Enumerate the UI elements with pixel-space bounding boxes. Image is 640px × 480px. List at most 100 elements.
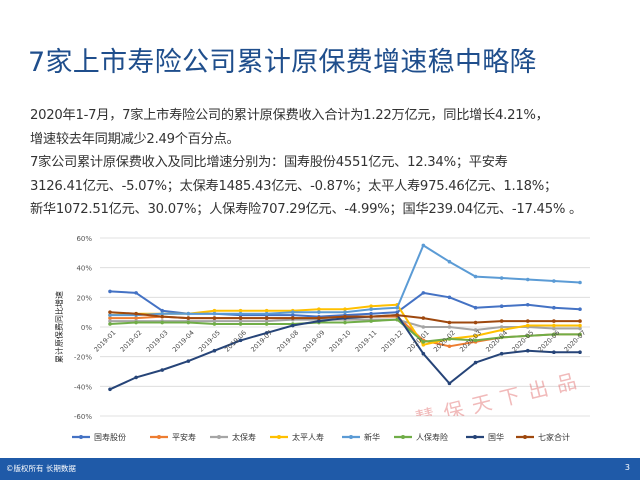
data-point	[212, 322, 217, 326]
data-point	[264, 311, 269, 316]
data-point	[264, 319, 269, 323]
y-tick-label: 0%	[81, 324, 92, 332]
data-point	[212, 316, 217, 320]
data-point	[421, 243, 426, 248]
y-tick-label: -20%	[74, 354, 92, 362]
legend-item: 人保寿险	[394, 432, 448, 442]
data-point	[160, 320, 165, 325]
data-point	[212, 311, 217, 316]
data-point	[578, 350, 582, 355]
data-point	[108, 319, 112, 323]
data-point	[186, 359, 191, 363]
legend-label: 七家合计	[538, 432, 570, 442]
data-point	[473, 360, 478, 365]
data-point	[473, 328, 478, 332]
data-point	[108, 316, 112, 320]
data-point	[108, 313, 112, 317]
data-point	[212, 348, 217, 353]
data-point	[578, 323, 582, 328]
data-point	[264, 331, 269, 335]
data-point	[473, 305, 478, 310]
data-point	[525, 277, 530, 282]
data-point	[473, 338, 478, 343]
legend-item: 七家合计	[516, 432, 570, 442]
legend-label: 太保寿	[232, 432, 256, 442]
legend-label: 人保寿险	[416, 432, 448, 442]
legend-item: 太平人寿	[270, 432, 324, 442]
data-point	[343, 320, 347, 325]
data-point	[578, 307, 582, 311]
data-point	[134, 320, 138, 325]
data-point	[447, 295, 452, 300]
data-point	[499, 325, 504, 329]
legend-label: 新华	[364, 432, 380, 442]
y-tick-label: 60%	[76, 235, 92, 243]
legend-marker	[217, 435, 221, 439]
data-point	[369, 311, 373, 316]
y-axis-title: 累计原保费同比增速	[54, 291, 64, 363]
data-point	[421, 325, 426, 329]
data-point	[264, 316, 269, 320]
data-point	[499, 319, 504, 323]
data-point	[395, 317, 400, 322]
legend-marker	[79, 435, 83, 439]
series-line	[110, 244, 581, 317]
data-point	[552, 323, 556, 328]
y-tick-label: 20%	[76, 294, 92, 302]
data-point	[369, 307, 373, 311]
legend-item: 国华	[466, 432, 504, 442]
data-point	[447, 344, 452, 349]
data-point	[264, 322, 269, 326]
x-tick-label: 2019-10	[328, 329, 353, 354]
data-point	[552, 319, 556, 323]
footer-bar: ©版权所有 长期数据 3	[0, 458, 640, 480]
data-point	[421, 291, 426, 295]
data-point	[238, 319, 243, 323]
data-point	[499, 328, 504, 332]
data-point	[186, 320, 191, 325]
data-point	[290, 323, 295, 328]
data-point	[395, 310, 400, 314]
data-point	[395, 313, 400, 317]
data-point	[160, 368, 165, 372]
data-point	[317, 307, 321, 311]
data-point	[238, 316, 243, 320]
data-point	[552, 332, 556, 337]
x-tick-label: 2019-07	[249, 329, 274, 354]
legend-item: 国寿股份	[72, 432, 126, 442]
data-point	[525, 323, 530, 328]
data-point	[421, 340, 426, 344]
chart-container: -60% -40% -20% 0% 20% 40% 60% 累计原保费同比增速 2019-01 2…	[0, 226, 640, 458]
data-point	[578, 332, 582, 337]
body-text: 2020年1-7月，7家上市寿险公司的累计原保费收入合计为1.22万亿元，同比增…	[30, 104, 630, 222]
data-point	[134, 316, 138, 320]
data-point	[238, 308, 243, 313]
y-tick-label: 40%	[76, 265, 92, 273]
legend-marker	[401, 435, 405, 439]
data-point	[369, 304, 373, 309]
legend-item: 平安寿	[150, 432, 196, 442]
x-tick-label: 2019-08	[275, 329, 300, 354]
x-tick-label: 2019-06	[223, 329, 248, 354]
data-point	[290, 310, 295, 314]
data-point	[317, 319, 321, 323]
data-point	[447, 381, 452, 386]
x-tick-label: 2019-02	[119, 329, 144, 354]
data-point	[552, 326, 556, 331]
data-point	[160, 308, 165, 313]
x-tick-label: 2019-09	[301, 329, 326, 354]
data-point	[343, 314, 347, 319]
data-point	[552, 279, 556, 283]
data-point	[525, 334, 530, 338]
data-point	[108, 289, 112, 294]
y-tick-label: -40%	[74, 383, 92, 391]
data-point	[134, 375, 138, 380]
line-chart: -60%-40%-20%0%20%40%60%累计原保费同比增速 2019-01 2…	[54, 235, 590, 442]
data-point	[525, 302, 530, 307]
data-point	[317, 310, 321, 314]
data-point	[108, 387, 112, 392]
copyright-text: ©版权所有 长期数据	[6, 464, 76, 473]
data-point	[186, 316, 191, 320]
data-point	[212, 319, 217, 323]
